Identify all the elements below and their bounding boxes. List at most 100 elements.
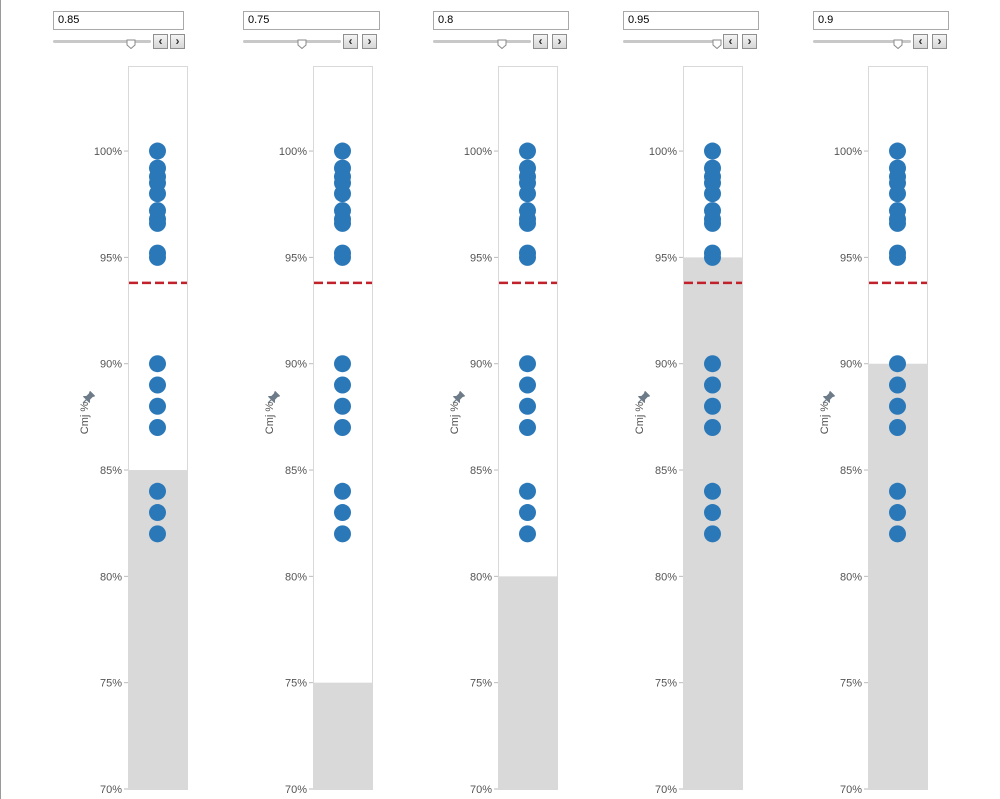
- data-point[interactable]: [334, 397, 351, 415]
- data-point[interactable]: [704, 248, 721, 266]
- data-point[interactable]: [519, 376, 536, 394]
- data-point[interactable]: [149, 504, 166, 522]
- parameter-slider-thumb[interactable]: [893, 36, 903, 50]
- slider-next-button[interactable]: ›: [170, 34, 185, 49]
- data-point[interactable]: [519, 185, 536, 203]
- data-point[interactable]: [889, 397, 906, 415]
- data-point[interactable]: [889, 355, 906, 373]
- data-point[interactable]: [519, 397, 536, 415]
- data-point[interactable]: [149, 185, 166, 203]
- data-point[interactable]: [704, 142, 721, 160]
- slider-next-button[interactable]: ›: [552, 34, 567, 49]
- data-point[interactable]: [334, 142, 351, 160]
- parameter-input[interactable]: 0.9: [813, 11, 949, 30]
- parameter-input[interactable]: 0.85: [53, 11, 184, 30]
- slider-prev-button[interactable]: ‹: [913, 34, 928, 49]
- data-point[interactable]: [149, 397, 166, 415]
- threshold-band: [684, 257, 742, 790]
- data-point[interactable]: [704, 419, 721, 436]
- slider-prev-button[interactable]: ‹: [153, 34, 168, 49]
- pin-icon[interactable]: [635, 391, 650, 406]
- parameter-slider-thumb[interactable]: [126, 36, 136, 50]
- pin-icon[interactable]: [80, 391, 95, 406]
- data-point[interactable]: [704, 482, 721, 500]
- data-point[interactable]: [334, 419, 351, 436]
- data-point[interactable]: [334, 376, 351, 394]
- parameter-slider-track[interactable]: [433, 40, 531, 43]
- parameter-slider-track[interactable]: [53, 40, 151, 43]
- data-point[interactable]: [889, 214, 906, 232]
- data-point[interactable]: [704, 504, 721, 522]
- data-point[interactable]: [519, 214, 536, 232]
- data-point[interactable]: [334, 504, 351, 522]
- scatter-chart-1: 70% 75% 80% 85% 90% 95% 100% Cmj %: [79, 66, 188, 796]
- window-border: [0, 0, 1, 799]
- y-tick-label: 80%: [470, 571, 492, 583]
- y-axis-title: Cmj %: [449, 402, 461, 435]
- data-point[interactable]: [519, 419, 536, 436]
- pin-icon[interactable]: [265, 391, 280, 406]
- data-point[interactable]: [334, 355, 351, 373]
- y-tick-label: 75%: [285, 678, 307, 690]
- data-point[interactable]: [704, 525, 721, 543]
- data-point[interactable]: [519, 482, 536, 500]
- data-point[interactable]: [149, 482, 166, 500]
- data-point[interactable]: [149, 142, 166, 160]
- data-point[interactable]: [149, 214, 166, 232]
- data-point[interactable]: [889, 482, 906, 500]
- data-point[interactable]: [704, 185, 721, 203]
- slider-prev-button[interactable]: ‹: [533, 34, 548, 49]
- data-point[interactable]: [704, 376, 721, 394]
- data-point[interactable]: [704, 355, 721, 373]
- data-point[interactable]: [704, 214, 721, 232]
- data-point[interactable]: [334, 185, 351, 203]
- parameter-slider-track[interactable]: [623, 40, 721, 43]
- y-tick-label: 100%: [94, 146, 122, 158]
- parameter-slider-thumb[interactable]: [497, 36, 507, 50]
- data-point[interactable]: [889, 142, 906, 160]
- data-point[interactable]: [334, 214, 351, 232]
- parameter-slider-track[interactable]: [243, 40, 341, 43]
- parameter-slider-thumb[interactable]: [712, 36, 722, 50]
- parameter-input[interactable]: 0.75: [243, 11, 380, 30]
- data-point[interactable]: [704, 397, 721, 415]
- data-point[interactable]: [334, 248, 351, 266]
- threshold-band: [314, 682, 372, 789]
- y-tick-label: 100%: [464, 146, 492, 158]
- data-point[interactable]: [149, 525, 166, 543]
- data-point[interactable]: [889, 185, 906, 203]
- data-point[interactable]: [519, 504, 536, 522]
- y-tick-label: 70%: [100, 784, 122, 796]
- parameter-slider-track[interactable]: [813, 40, 911, 43]
- data-point[interactable]: [519, 142, 536, 160]
- slider-next-button[interactable]: ›: [932, 34, 947, 49]
- data-point[interactable]: [334, 525, 351, 543]
- slider-next-button[interactable]: ›: [362, 34, 377, 49]
- data-point[interactable]: [519, 525, 536, 543]
- y-tick-label: 70%: [655, 784, 677, 796]
- parameter-input[interactable]: 0.95: [623, 11, 759, 30]
- data-point[interactable]: [149, 248, 166, 266]
- slider-prev-button[interactable]: ‹: [723, 34, 738, 49]
- slider-prev-button[interactable]: ‹: [343, 34, 358, 49]
- data-point[interactable]: [149, 419, 166, 436]
- y-tick-label: 85%: [655, 465, 677, 477]
- scatter-chart-5: 70% 75% 80% 85% 90% 95% 100% Cmj %: [819, 66, 928, 796]
- data-point[interactable]: [519, 248, 536, 266]
- y-axis-title: Cmj %: [634, 402, 646, 435]
- data-point[interactable]: [889, 419, 906, 436]
- data-point[interactable]: [149, 355, 166, 373]
- data-point[interactable]: [889, 376, 906, 394]
- chart-panel-1: 0.85 ‹ › 70% 75% 80% 85% 90% 95% 100% Cmj %: [0, 0, 190, 799]
- data-point[interactable]: [334, 482, 351, 500]
- data-point[interactable]: [149, 376, 166, 394]
- data-point[interactable]: [889, 525, 906, 543]
- pin-icon[interactable]: [820, 391, 835, 406]
- parameter-slider-thumb[interactable]: [297, 36, 307, 50]
- data-point[interactable]: [519, 355, 536, 373]
- data-point[interactable]: [889, 504, 906, 522]
- pin-icon[interactable]: [450, 391, 465, 406]
- slider-next-button[interactable]: ›: [742, 34, 757, 49]
- parameter-input[interactable]: 0.8: [433, 11, 569, 30]
- data-point[interactable]: [889, 248, 906, 266]
